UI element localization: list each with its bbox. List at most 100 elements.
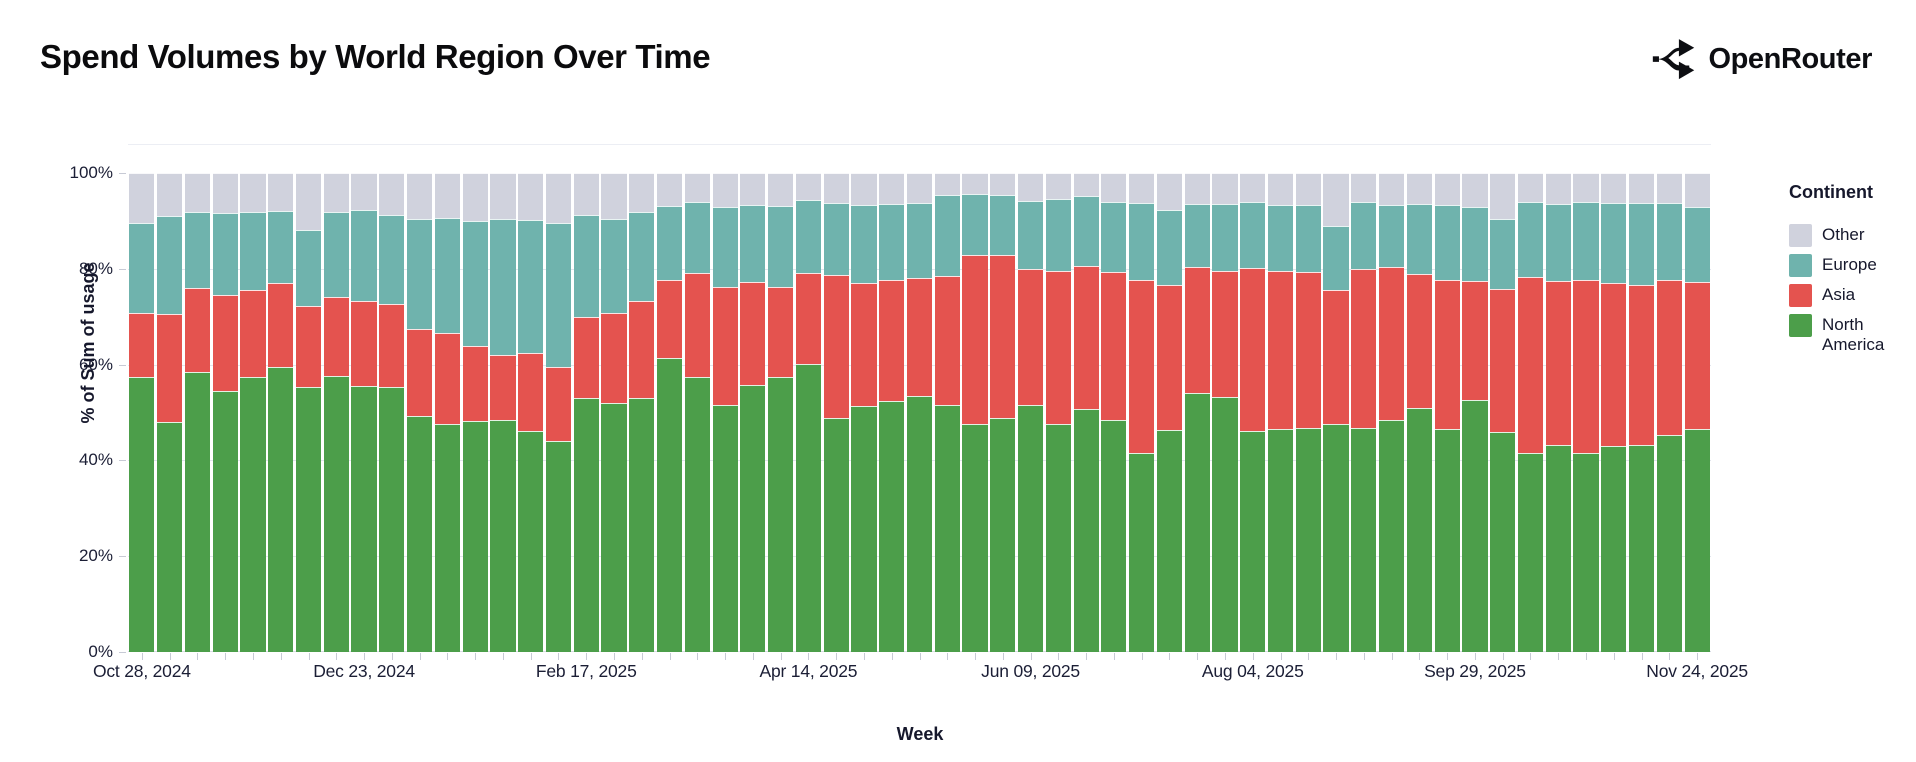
bar-week-Mar 31, 2025[interactable] xyxy=(740,173,766,652)
bar-segment-europe[interactable] xyxy=(295,229,322,306)
bar-week-May 19, 2025[interactable] xyxy=(934,173,960,652)
bar-segment-other[interactable] xyxy=(184,173,211,213)
bar-segment-asia[interactable] xyxy=(906,277,933,397)
bar-week-Mar 17, 2025[interactable] xyxy=(684,173,710,652)
bar-segment-asia[interactable] xyxy=(1406,274,1432,409)
bar-segment-europe[interactable] xyxy=(1573,202,1599,281)
bar-segment-europe[interactable] xyxy=(1462,207,1488,281)
bar-segment-asia[interactable] xyxy=(1018,269,1044,405)
bar-segment-asia[interactable] xyxy=(795,273,821,364)
bar-week-Jun 02, 2025[interactable] xyxy=(990,173,1016,652)
bar-segment-north-america[interactable] xyxy=(768,377,794,652)
bar-segment-north-america[interactable] xyxy=(295,387,322,652)
bar-segment-north-america[interactable] xyxy=(712,404,738,652)
bar-segment-europe[interactable] xyxy=(407,219,433,329)
bar-week-Jan 13, 2025[interactable] xyxy=(434,173,460,652)
bar-segment-asia[interactable] xyxy=(1490,288,1516,432)
bar-segment-other[interactable] xyxy=(768,173,794,206)
bar-segment-other[interactable] xyxy=(1045,173,1071,200)
bar-segment-europe[interactable] xyxy=(962,194,988,255)
bar-segment-other[interactable] xyxy=(434,173,460,218)
bar-week-Jul 21, 2025[interactable] xyxy=(1184,173,1210,652)
bar-segment-europe[interactable] xyxy=(1490,219,1516,289)
bar-segment-north-america[interactable] xyxy=(1379,420,1405,652)
bar-week-Sep 29, 2025[interactable] xyxy=(1462,173,1488,652)
bar-segment-europe[interactable] xyxy=(656,205,683,281)
bar-segment-asia[interactable] xyxy=(962,254,988,425)
bar-segment-asia[interactable] xyxy=(462,345,488,421)
bar-segment-north-america[interactable] xyxy=(1684,428,1710,652)
bar-segment-other[interactable] xyxy=(1545,173,1571,204)
bar-segment-other[interactable] xyxy=(851,173,877,205)
bar-segment-north-america[interactable] xyxy=(823,417,849,652)
bar-segment-other[interactable] xyxy=(129,173,155,224)
bar-segment-north-america[interactable] xyxy=(1295,427,1321,652)
bar-segment-europe[interactable] xyxy=(129,223,155,314)
bar-week-Mar 24, 2025[interactable] xyxy=(712,173,738,652)
bar-segment-north-america[interactable] xyxy=(379,386,405,652)
bar-segment-asia[interactable] xyxy=(1684,281,1710,429)
bar-segment-europe[interactable] xyxy=(851,204,877,283)
bar-segment-north-america[interactable] xyxy=(1573,452,1599,652)
bar-segment-other[interactable] xyxy=(1156,173,1183,211)
bar-segment-other[interactable] xyxy=(601,173,627,219)
bar-segment-europe[interactable] xyxy=(1323,225,1349,290)
bar-segment-asia[interactable] xyxy=(684,272,710,378)
bar-segment-asia[interactable] xyxy=(601,312,627,403)
bar-segment-north-america[interactable] xyxy=(434,423,460,652)
bar-week-Jan 06, 2025[interactable] xyxy=(407,173,433,652)
bar-week-Jan 20, 2025[interactable] xyxy=(462,173,488,652)
bar-week-Jul 14, 2025[interactable] xyxy=(1156,173,1183,652)
bar-segment-europe[interactable] xyxy=(268,211,294,283)
bar-segment-other[interactable] xyxy=(823,173,849,203)
bar-week-Jun 30, 2025[interactable] xyxy=(1101,173,1127,652)
bar-segment-asia[interactable] xyxy=(573,316,599,399)
bar-segment-asia[interactable] xyxy=(1129,279,1155,453)
bar-segment-north-america[interactable] xyxy=(351,385,377,652)
bar-segment-asia[interactable] xyxy=(1628,285,1655,446)
bar-segment-other[interactable] xyxy=(1073,173,1099,197)
bar-segment-europe[interactable] xyxy=(906,202,933,278)
bar-segment-asia[interactable] xyxy=(740,282,766,386)
bar-segment-other[interactable] xyxy=(490,173,516,219)
bar-segment-europe[interactable] xyxy=(573,214,599,317)
bar-segment-north-america[interactable] xyxy=(407,416,433,652)
bar-segment-asia[interactable] xyxy=(1073,265,1099,409)
bar-segment-europe[interactable] xyxy=(629,212,655,302)
bar-segment-asia[interactable] xyxy=(323,296,349,377)
bar-week-Oct 06, 2025[interactable] xyxy=(1490,173,1516,652)
bar-segment-other[interactable] xyxy=(1351,173,1377,203)
bar-segment-north-america[interactable] xyxy=(1351,427,1377,652)
bar-segment-asia[interactable] xyxy=(1267,270,1294,430)
bar-segment-north-america[interactable] xyxy=(1628,445,1655,652)
bar-segment-other[interactable] xyxy=(462,173,488,221)
bar-segment-other[interactable] xyxy=(573,173,599,215)
bar-segment-north-america[interactable] xyxy=(990,418,1016,652)
bar-segment-other[interactable] xyxy=(1101,173,1127,202)
bar-segment-asia[interactable] xyxy=(212,294,238,391)
bar-segment-other[interactable] xyxy=(1517,173,1544,202)
bar-week-Oct 13, 2025[interactable] xyxy=(1517,173,1544,652)
bar-week-Aug 18, 2025[interactable] xyxy=(1295,173,1321,652)
bar-week-Nov 25, 2024[interactable] xyxy=(240,173,266,652)
bar-week-Jun 09, 2025[interactable] xyxy=(1018,173,1044,652)
bar-segment-north-america[interactable] xyxy=(184,372,211,652)
bar-segment-other[interactable] xyxy=(323,173,349,213)
bar-segment-north-america[interactable] xyxy=(1462,399,1488,652)
bar-week-Jan 27, 2025[interactable] xyxy=(490,173,516,652)
bar-segment-europe[interactable] xyxy=(990,195,1016,255)
bar-segment-north-america[interactable] xyxy=(1240,430,1266,652)
bar-segment-other[interactable] xyxy=(1323,173,1349,226)
bar-segment-asia[interactable] xyxy=(545,367,572,442)
bar-segment-north-america[interactable] xyxy=(1101,420,1127,652)
bar-week-Sep 15, 2025[interactable] xyxy=(1406,173,1432,652)
bar-segment-other[interactable] xyxy=(684,173,710,202)
bar-week-Jul 07, 2025[interactable] xyxy=(1129,173,1155,652)
bar-segment-north-america[interactable] xyxy=(1184,392,1210,652)
bar-week-Nov 17, 2025[interactable] xyxy=(1656,173,1682,652)
bar-segment-asia[interactable] xyxy=(823,275,849,418)
bar-segment-asia[interactable] xyxy=(934,276,960,405)
bar-week-Mar 03, 2025[interactable] xyxy=(629,173,655,652)
bar-week-Dec 30, 2024[interactable] xyxy=(379,173,405,652)
bar-segment-other[interactable] xyxy=(1212,173,1238,204)
